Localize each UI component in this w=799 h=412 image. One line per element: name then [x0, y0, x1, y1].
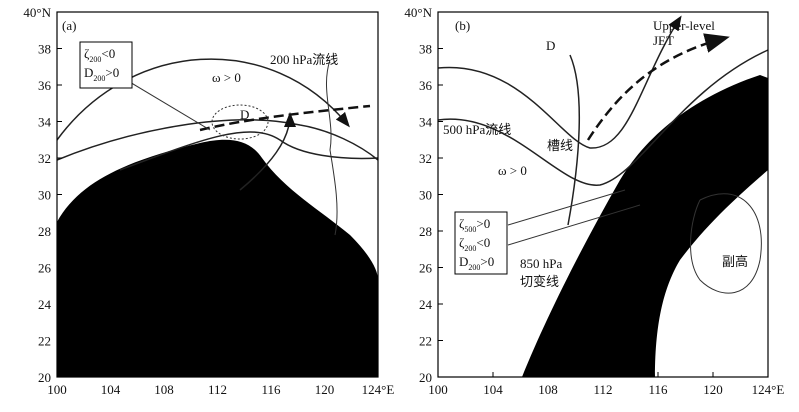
panel-label: (b) — [455, 18, 470, 33]
condition-part: ζ — [459, 235, 465, 250]
coast — [326, 59, 338, 236]
y-tick-label: 36 — [38, 78, 52, 93]
condition-part: 200 — [464, 244, 476, 253]
streamline — [437, 49, 769, 186]
condition-part: D — [459, 254, 468, 269]
annotation: JET — [653, 33, 674, 48]
condition-part: 200 — [468, 263, 480, 272]
condition-box — [454, 211, 508, 275]
y-tick-label: 26 — [38, 261, 52, 276]
x-tick-label: 104 — [101, 382, 121, 397]
panel-label: (a) — [62, 18, 76, 33]
condition-part: D — [84, 65, 93, 80]
x-tick-label: 116 — [648, 382, 668, 397]
rain-band — [522, 75, 768, 377]
y-tick-label: 30 — [38, 188, 51, 203]
y-tick-label: 20 — [419, 370, 432, 385]
y-tick-label: 26 — [419, 261, 433, 276]
divergence-area — [211, 104, 269, 140]
x-tick-label: 108 — [538, 382, 558, 397]
y-tick-label: 28 — [38, 224, 51, 239]
annotation: 500 hPa流线 — [443, 122, 511, 137]
condition-part: ζ — [84, 46, 90, 61]
x-tick-label: 124°E — [752, 382, 785, 397]
y-tick-label: 20 — [38, 370, 51, 385]
rain-region — [57, 139, 378, 377]
y-tick-label: 40°N — [23, 5, 51, 20]
x-tick-label: 112 — [208, 382, 227, 397]
pointer — [507, 189, 641, 246]
annotation: D — [240, 107, 249, 122]
condition-part: 200 — [93, 74, 105, 83]
annotation: D — [546, 38, 555, 53]
x-tick-label: 120 — [315, 382, 335, 397]
x-tick-label: 108 — [154, 382, 174, 397]
annotation: ω > 0 — [498, 163, 527, 178]
subtropical-high — [690, 193, 762, 294]
x-tick-label: 124°E — [362, 382, 395, 397]
condition: ζ500>0 — [459, 216, 490, 234]
y-tick-label: 34 — [38, 115, 52, 130]
x-tick-label: 100 — [47, 382, 67, 397]
streamline — [437, 15, 682, 149]
condition-part: 500 — [464, 225, 476, 234]
condition-part: <0 — [101, 46, 115, 61]
condition-part: ζ — [459, 216, 465, 231]
streamline — [119, 131, 379, 171]
annotation: 850 hPa — [520, 256, 562, 271]
y-tick-label: 24 — [419, 297, 433, 312]
condition: ζ200<0 — [84, 46, 115, 64]
annotation: 200 hPa流线 — [270, 52, 338, 67]
x-tick-label: 100 — [428, 382, 448, 397]
condition: ζ200<0 — [459, 235, 490, 253]
y-tick-label: 22 — [419, 334, 432, 349]
pointer — [117, 74, 211, 131]
x-tick-label: 116 — [261, 382, 281, 397]
y-tick-label: 30 — [419, 188, 432, 203]
annotation: Upper-level — [653, 18, 715, 33]
x-tick-label: 112 — [593, 382, 612, 397]
y-tick-label: 22 — [38, 334, 51, 349]
y-tick-label: 38 — [419, 42, 432, 57]
condition-part: 200 — [89, 55, 101, 64]
panel-a: (a) 200 hPa流线 ω > 0 D — [56, 11, 379, 378]
y-tick-label: 24 — [38, 297, 52, 312]
y-tick-label: 38 — [38, 42, 51, 57]
trough-arc — [239, 112, 296, 191]
x-tick-label: 104 — [483, 382, 503, 397]
jet-axis — [199, 104, 371, 132]
y-tick-label: 28 — [419, 224, 432, 239]
annotation: ω > 0 — [212, 70, 241, 85]
annotation: 槽线 — [547, 138, 573, 153]
y-tick-label: 36 — [419, 78, 433, 93]
y-tick-label: 32 — [419, 151, 432, 166]
condition-part: >0 — [480, 254, 494, 269]
annotation: 切变线 — [520, 274, 559, 289]
condition-part: <0 — [476, 235, 490, 250]
x-tick-label: 120 — [703, 382, 723, 397]
panel-b: (b) Upper-level JET D 500 hPa流线 槽线 ω > 0… — [437, 11, 769, 378]
streamline — [56, 119, 379, 161]
condition-box — [79, 41, 133, 89]
condition-part: >0 — [476, 216, 490, 231]
condition-part: >0 — [105, 65, 119, 80]
y-tick-label: 40°N — [404, 5, 432, 20]
condition: D200>0 — [459, 254, 494, 272]
trough-line — [567, 54, 581, 226]
annotation: 副高 — [722, 254, 748, 269]
streamline — [56, 58, 350, 141]
jet-axis — [586, 33, 730, 141]
y-tick-label: 34 — [419, 115, 433, 130]
condition: D200>0 — [84, 65, 119, 83]
y-tick-label: 32 — [38, 151, 51, 166]
